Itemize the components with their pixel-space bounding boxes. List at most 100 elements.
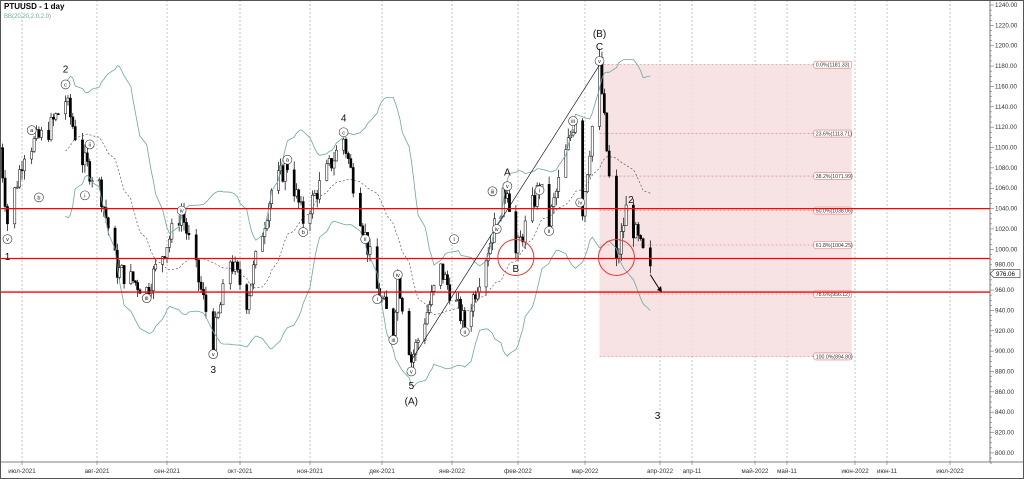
wave-label-circle <box>26 125 37 136</box>
candle-body <box>168 238 171 248</box>
candle-body <box>49 116 53 140</box>
bollinger-middle-band <box>65 133 651 316</box>
candle-body <box>32 138 36 152</box>
candle-body <box>134 280 137 283</box>
wave-label: c <box>342 130 345 136</box>
wave-label-circle <box>80 190 90 201</box>
candle-body <box>335 149 338 162</box>
candle-body <box>414 342 418 355</box>
wave-label: v <box>598 59 601 65</box>
candle-body <box>308 213 312 224</box>
candle-body <box>228 261 232 284</box>
candle-body <box>547 184 551 227</box>
trend-line <box>411 64 600 361</box>
y-tick-label: 840.00 <box>995 409 1014 416</box>
candle-body <box>299 201 303 203</box>
wave-label: ii <box>89 142 91 148</box>
wave-label-circle <box>406 366 417 377</box>
candle-body <box>204 294 208 312</box>
y-tick-label: 1240.00 <box>995 2 1018 9</box>
candle-body <box>349 158 353 168</box>
candle-body <box>15 186 19 189</box>
candle-body <box>590 126 594 157</box>
y-tick-label: 960.00 <box>995 287 1014 294</box>
y-tick-label: 1180.00 <box>995 63 1017 70</box>
fib-label: 23.6%(1113.71) <box>816 132 852 138</box>
candle-body <box>283 163 287 182</box>
candle-body <box>516 237 520 254</box>
candle-body <box>238 269 242 285</box>
highlight-circle <box>497 238 535 276</box>
x-tick-label: май-2022 <box>742 468 770 475</box>
fib-label: 38.2%(1071.99) <box>816 174 853 180</box>
wave-label-circle <box>208 349 219 359</box>
fib-label: 50.0%(1038.06) <box>816 209 853 215</box>
candle-body <box>318 180 321 200</box>
y-tick-label: 1040.00 <box>995 206 1018 213</box>
candle-body <box>37 129 41 138</box>
candle-body <box>163 256 167 258</box>
candle-body <box>391 308 395 336</box>
fib-label: 61.8%(1004.25) <box>816 243 853 249</box>
wave-label: v <box>6 237 9 243</box>
bollinger-lower-band <box>65 174 651 388</box>
x-tick-label: июл-2022 <box>936 468 964 475</box>
candle-body <box>368 246 372 255</box>
candle-body <box>1 147 4 179</box>
y-tick-label: 800.00 <box>995 450 1014 457</box>
x-tick-label: июн-11 <box>877 468 898 475</box>
wave-label-circle <box>2 234 13 244</box>
candle-body <box>632 204 635 239</box>
wave-label: (A) <box>405 397 418 408</box>
candle-body <box>385 296 388 309</box>
wave-label-circle <box>298 227 309 237</box>
projection-arrow <box>649 274 661 291</box>
candle-body <box>615 175 618 259</box>
candle-body <box>120 265 124 268</box>
candle-body <box>624 204 628 226</box>
candle-body <box>3 177 7 207</box>
wave-label: iii <box>145 296 149 302</box>
wave-label: v <box>506 184 509 190</box>
candle-body <box>430 291 434 305</box>
candle-body <box>185 222 188 234</box>
candle-body <box>471 294 475 312</box>
y-tick-label: 900.00 <box>995 348 1014 355</box>
candle-body <box>330 158 333 169</box>
wave-label: (B) <box>593 29 606 40</box>
candle-body <box>457 298 460 301</box>
candle-body <box>327 158 331 164</box>
candle-body <box>347 153 350 159</box>
wave-label-circle <box>360 234 371 244</box>
wave-label-circle <box>176 205 187 216</box>
candle-body <box>64 101 67 115</box>
x-tick-label: мар-2022 <box>572 468 600 475</box>
candle-body <box>245 284 249 310</box>
candle-body <box>619 231 623 255</box>
candle-body <box>634 224 638 239</box>
candle-body <box>332 160 336 169</box>
x-tick-label: ноя-2021 <box>297 468 324 475</box>
wave-label-circle <box>568 116 578 126</box>
y-tick-label: 980.00 <box>995 262 1014 269</box>
y-tick-label: 820.00 <box>995 430 1014 437</box>
wave-label: 5 <box>409 381 415 392</box>
candle-body <box>40 129 43 138</box>
candle-body <box>514 211 518 254</box>
y-tick-label: 1060.00 <box>995 185 1018 192</box>
candle-body <box>443 274 447 280</box>
candle-body <box>66 97 70 102</box>
candle-body <box>533 195 537 207</box>
candle-body <box>83 152 87 166</box>
wave-label: ii <box>548 229 550 235</box>
candle-body <box>88 161 92 182</box>
candle-body <box>607 150 611 177</box>
candle-body <box>432 285 436 292</box>
candle-body <box>439 263 443 286</box>
candle-body <box>161 256 164 265</box>
candle-body <box>325 163 329 181</box>
candle-body <box>407 311 411 355</box>
wave-label: i <box>377 297 378 303</box>
